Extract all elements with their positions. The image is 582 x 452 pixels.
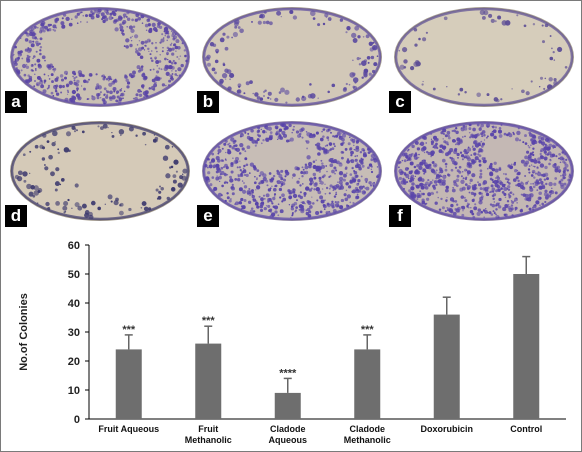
dish-panel-b: b (197, 5, 383, 113)
bar (115, 349, 142, 419)
dish-panel-d: d (5, 119, 191, 227)
bar (354, 349, 381, 419)
dish-agar (12, 123, 188, 219)
category-label: Fruit (198, 424, 218, 434)
y-tick-label: 20 (68, 356, 80, 368)
y-tick-label: 40 (68, 298, 80, 310)
category-label: Cladode (349, 424, 385, 434)
category-label: Control (510, 424, 542, 434)
panel-label-d: d (5, 205, 27, 227)
y-tick-label: 10 (68, 385, 80, 397)
bar (274, 392, 301, 419)
category-label: Cladode (270, 424, 306, 434)
colony-bar-chart: 0 10 20 30 40 50 60 No.of Colonies *** Fruit Aque… (18, 240, 566, 445)
category-label: Methanolic (344, 435, 391, 445)
y-axis-label: No.of Colonies (18, 293, 30, 371)
category-label: Fruit Aqueous (98, 424, 159, 434)
bar (513, 274, 540, 419)
y-tick-label: 60 (68, 240, 80, 252)
y-tick-label: 30 (68, 327, 80, 339)
dish-panel-c: c (389, 5, 575, 113)
significance-label: *** (122, 324, 136, 336)
category-label: Doxorubicin (420, 424, 473, 434)
significance-label: **** (279, 367, 297, 379)
dish-agar (204, 9, 380, 105)
panel-label-a: a (5, 91, 27, 113)
significance-label: *** (361, 324, 375, 336)
y-tick-label: 50 (68, 269, 80, 281)
bar (195, 343, 222, 419)
dish-panel-f: f (389, 119, 575, 227)
panel-label-f: f (389, 205, 411, 227)
dish-panel-e: e (197, 119, 383, 227)
y-tick-label: 0 (74, 414, 80, 426)
dish-agar (396, 9, 572, 105)
significance-label: *** (202, 315, 216, 327)
bar (433, 314, 460, 419)
dish-panel-a: a (5, 5, 191, 113)
category-label: Methanolic (185, 435, 232, 445)
panel-label-c: c (389, 91, 411, 113)
panel-label-b: b (197, 91, 219, 113)
panel-label-e: e (197, 205, 219, 227)
category-label: Aqueous (268, 435, 307, 445)
